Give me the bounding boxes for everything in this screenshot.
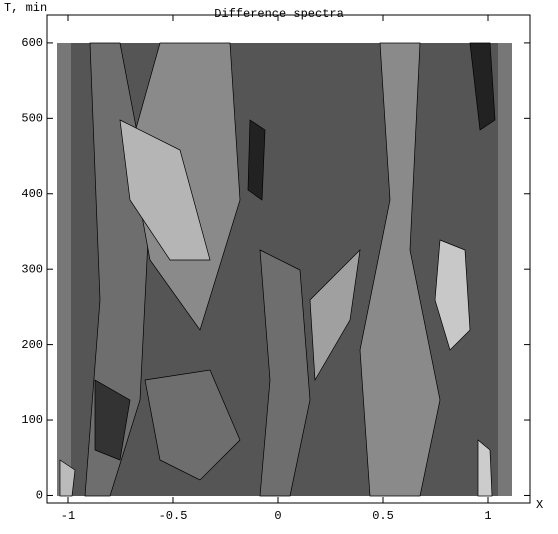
y-tick-label: 200 (21, 338, 43, 352)
contour (477, 439, 493, 497)
y-tick-label: 300 (21, 262, 43, 276)
y-tick-label: 0 (36, 489, 43, 503)
contour (144, 369, 241, 481)
x-tick-label: 0 (274, 509, 281, 523)
x-tick-label: -0.5 (159, 509, 188, 523)
band (57, 43, 71, 496)
contour (119, 119, 211, 261)
y-tick-label: 400 (21, 187, 43, 201)
contour (359, 42, 441, 497)
contour (94, 379, 131, 461)
contour (434, 239, 471, 351)
contour (259, 249, 311, 497)
contour (59, 459, 76, 497)
y-tick-label: 100 (21, 413, 43, 427)
x-tick-label: -1 (61, 509, 75, 523)
y-tick-label: 600 (21, 36, 43, 50)
x-axis-label: X (536, 498, 543, 512)
x-tick-label: 0.5 (372, 509, 394, 523)
band (498, 43, 512, 496)
contour (247, 119, 266, 201)
contour (469, 42, 496, 131)
x-tick-label: 1 (484, 509, 491, 523)
plot-frame (46, 14, 531, 504)
contour (309, 249, 361, 382)
chart-title: Difference spectra (214, 7, 344, 21)
contour-field (57, 42, 512, 497)
y-axis-label: T, min (4, 1, 47, 15)
y-tick-label: 500 (21, 112, 43, 126)
